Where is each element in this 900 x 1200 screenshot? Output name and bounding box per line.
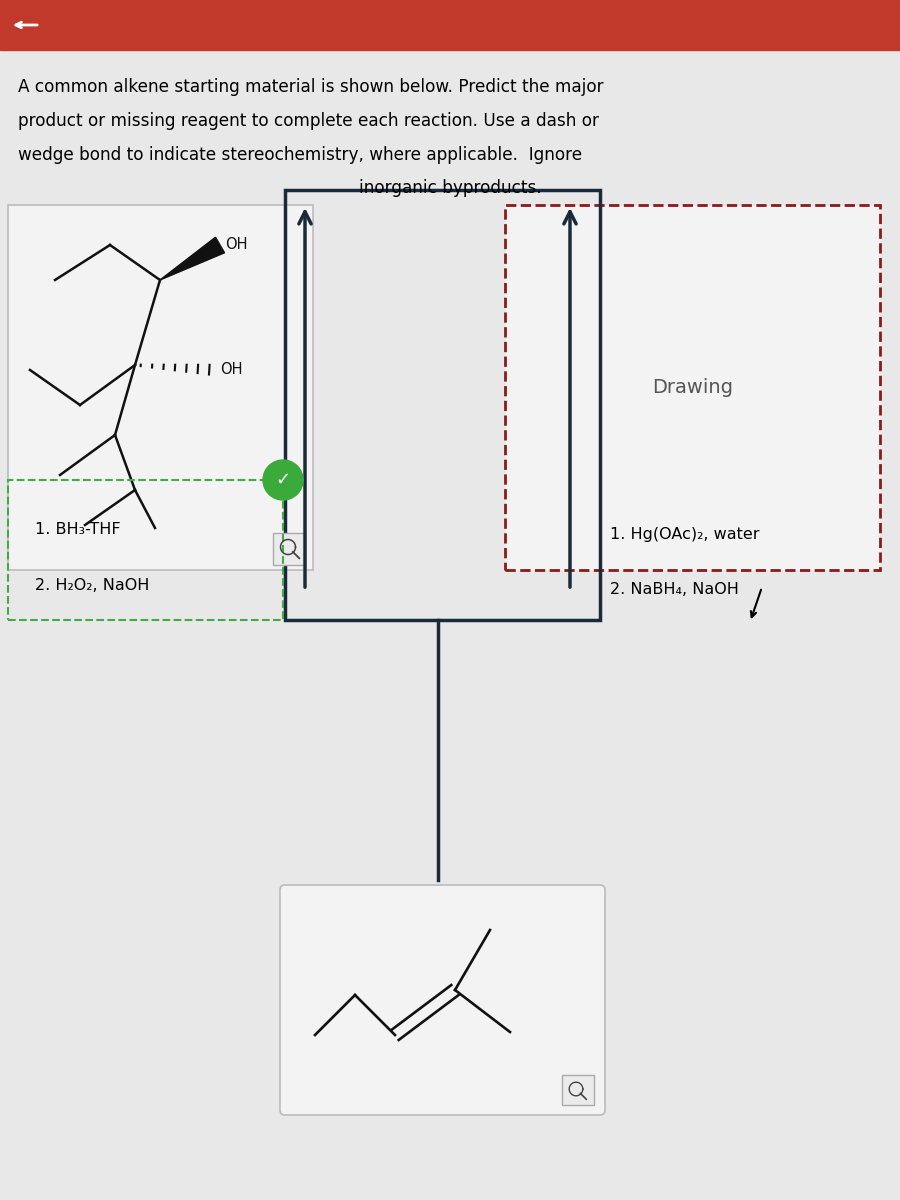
Text: 2. NaBH₄, NaOH: 2. NaBH₄, NaOH xyxy=(610,582,739,598)
Circle shape xyxy=(263,460,303,500)
Text: ✓: ✓ xyxy=(275,470,291,490)
Text: 1. Hg(OAc)₂, water: 1. Hg(OAc)₂, water xyxy=(610,528,760,542)
FancyBboxPatch shape xyxy=(280,884,605,1115)
Text: 1. BH₃-THF: 1. BH₃-THF xyxy=(35,522,121,538)
Text: OH: OH xyxy=(225,238,248,252)
Text: inorganic byproducts.: inorganic byproducts. xyxy=(358,179,542,197)
Bar xyxy=(8,205,313,570)
Polygon shape xyxy=(160,238,224,280)
Text: A common alkene starting material is shown below. Predict the major: A common alkene starting material is sho… xyxy=(18,78,604,96)
Bar xyxy=(0,0,900,50)
Bar xyxy=(505,205,880,570)
Text: wedge bond to indicate stereochemistry, where applicable.  Ignore: wedge bond to indicate stereochemistry, … xyxy=(18,146,582,164)
Text: Drawing: Drawing xyxy=(652,378,733,397)
Bar xyxy=(285,190,600,620)
Text: product or missing reagent to complete each reaction. Use a dash or: product or missing reagent to complete e… xyxy=(18,112,599,130)
Bar xyxy=(8,480,283,620)
Text: 2. H₂O₂, NaOH: 2. H₂O₂, NaOH xyxy=(35,577,149,593)
Bar xyxy=(562,1075,594,1105)
Bar xyxy=(273,533,305,565)
Text: OH: OH xyxy=(220,362,242,378)
